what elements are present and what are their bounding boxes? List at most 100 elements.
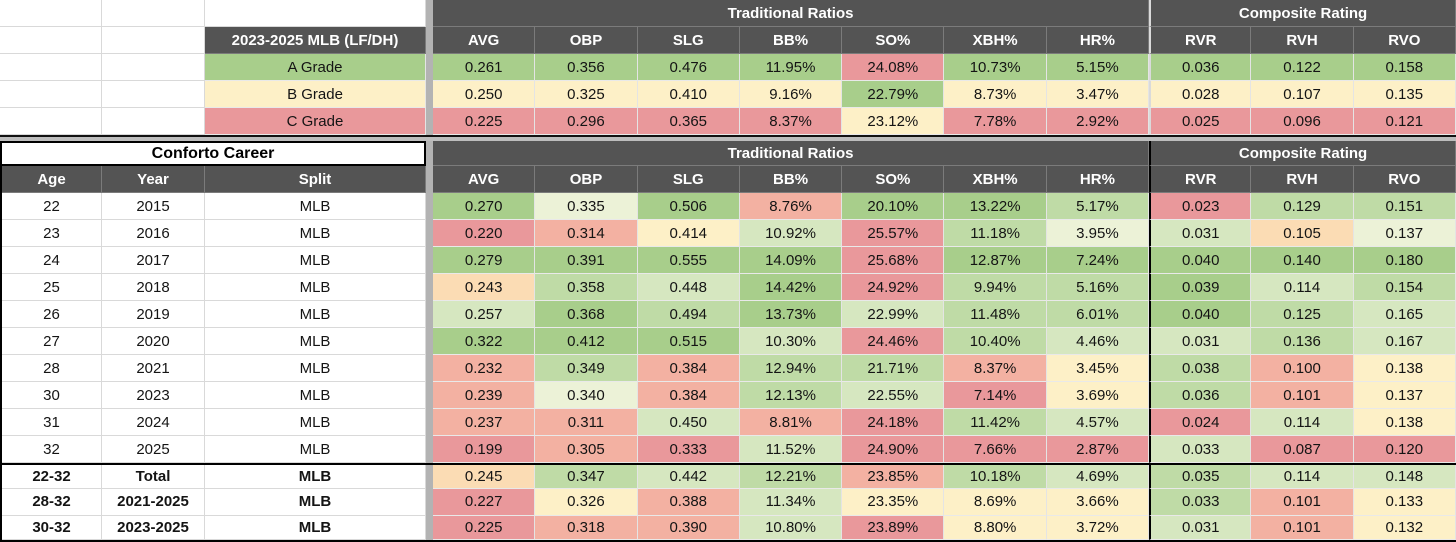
split-cell[interactable]: MLB [205, 274, 426, 301]
stat-cell[interactable]: 4.57% [1046, 409, 1150, 436]
stat-cell[interactable]: 0.356 [535, 54, 638, 81]
stat-column-header-sopct[interactable]: SO% [842, 166, 945, 193]
stat-cell[interactable]: 3.69% [1046, 382, 1150, 409]
stat-cell[interactable]: 0.120 [1353, 436, 1456, 463]
grade-label[interactable]: B Grade [205, 81, 426, 108]
stat-cell[interactable]: 25.57% [842, 220, 945, 247]
stat-cell[interactable]: 23.12% [842, 108, 945, 135]
split-cell[interactable]: MLB [205, 489, 426, 516]
stat-cell[interactable]: 23.85% [842, 465, 945, 490]
stat-cell[interactable]: 14.42% [739, 274, 843, 301]
year-cell[interactable]: 2021 [102, 355, 205, 382]
stat-cell[interactable]: 24.46% [842, 328, 945, 355]
stat-cell[interactable]: 0.384 [637, 382, 740, 409]
year-cell[interactable]: 2024 [102, 409, 205, 436]
year-cell[interactable]: 2025 [102, 436, 205, 463]
stat-cell[interactable]: 10.40% [944, 328, 1047, 355]
stat-cell[interactable]: 0.368 [535, 301, 638, 328]
empty-cell[interactable] [102, 54, 205, 81]
stat-column-header-slg[interactable]: SLG [637, 27, 740, 54]
stat-cell[interactable]: 0.040 [1149, 247, 1252, 274]
stat-cell[interactable]: 0.137 [1353, 382, 1456, 409]
stat-cell[interactable]: 11.34% [739, 489, 843, 516]
stat-cell[interactable]: 0.239 [433, 382, 536, 409]
stat-cell[interactable]: 0.100 [1251, 355, 1354, 382]
column-header-year[interactable]: Year [102, 166, 205, 193]
age-cell[interactable]: 22-32 [2, 465, 102, 490]
stat-cell[interactable]: 0.232 [433, 355, 536, 382]
stat-cell[interactable]: 0.227 [433, 489, 536, 516]
year-cell[interactable]: 2023 [102, 382, 205, 409]
stat-cell[interactable]: 0.040 [1149, 301, 1252, 328]
stat-cell[interactable]: 3.95% [1046, 220, 1150, 247]
stat-cell[interactable]: 0.137 [1353, 220, 1456, 247]
age-cell[interactable]: 22 [2, 193, 102, 220]
stat-cell[interactable]: 0.180 [1353, 247, 1456, 274]
column-header-split[interactable]: Split [205, 166, 426, 193]
empty-cell[interactable] [102, 27, 205, 54]
stat-cell[interactable]: 0.101 [1251, 515, 1354, 540]
stat-cell[interactable]: 22.99% [842, 301, 945, 328]
stat-cell[interactable]: 0.154 [1353, 274, 1456, 301]
stat-cell[interactable]: 0.024 [1149, 409, 1252, 436]
stat-cell[interactable]: 9.94% [944, 274, 1047, 301]
stat-cell[interactable]: 0.151 [1353, 193, 1456, 220]
stat-cell[interactable]: 0.025 [1149, 108, 1252, 135]
stat-cell[interactable]: 0.494 [637, 301, 740, 328]
stat-cell[interactable]: 0.135 [1353, 81, 1456, 108]
stat-cell[interactable]: 12.87% [944, 247, 1047, 274]
stat-cell[interactable]: 22.79% [842, 81, 945, 108]
stat-column-header-bbpct[interactable]: BB% [739, 166, 843, 193]
empty-cell[interactable] [0, 108, 102, 135]
stat-column-header-bbpct[interactable]: BB% [739, 27, 843, 54]
stat-cell[interactable]: 0.033 [1149, 436, 1252, 463]
split-cell[interactable]: MLB [205, 328, 426, 355]
stat-column-header-xbhpct[interactable]: XBH% [944, 27, 1047, 54]
stat-cell[interactable]: 0.023 [1149, 193, 1252, 220]
stat-cell[interactable]: 0.257 [433, 301, 536, 328]
empty-cell[interactable] [0, 54, 102, 81]
stat-cell[interactable]: 0.410 [637, 81, 740, 108]
stat-column-header-hrpct[interactable]: HR% [1046, 27, 1150, 54]
stat-cell[interactable]: 0.138 [1353, 355, 1456, 382]
age-cell[interactable]: 28-32 [2, 489, 102, 516]
stat-cell[interactable]: 0.365 [637, 108, 740, 135]
stat-cell[interactable]: 7.78% [944, 108, 1047, 135]
split-cell[interactable]: MLB [205, 436, 426, 463]
stat-cell[interactable]: 14.09% [739, 247, 843, 274]
empty-cell[interactable] [0, 81, 102, 108]
empty-cell[interactable] [102, 0, 205, 27]
stat-cell[interactable]: 0.031 [1149, 515, 1252, 540]
split-cell[interactable]: MLB [205, 382, 426, 409]
stat-cell[interactable]: 10.73% [944, 54, 1047, 81]
stat-cell[interactable]: 0.279 [433, 247, 536, 274]
stat-group-header-composite[interactable]: Composite Rating [1149, 141, 1456, 166]
stat-group-header-traditional[interactable]: Traditional Ratios [433, 0, 1150, 27]
stat-cell[interactable]: 0.028 [1149, 81, 1252, 108]
stat-cell[interactable]: 21.71% [842, 355, 945, 382]
stat-cell[interactable]: 12.21% [739, 465, 843, 490]
year-cell[interactable]: 2019 [102, 301, 205, 328]
age-cell[interactable]: 28 [2, 355, 102, 382]
stat-cell[interactable]: 8.73% [944, 81, 1047, 108]
stat-cell[interactable]: 0.121 [1353, 108, 1456, 135]
stat-cell[interactable]: 10.18% [944, 465, 1047, 490]
stat-cell[interactable]: 0.442 [637, 465, 740, 490]
empty-cell[interactable] [102, 108, 205, 135]
stat-cell[interactable]: 0.158 [1353, 54, 1456, 81]
split-cell[interactable]: MLB [205, 220, 426, 247]
stat-cell[interactable]: 10.80% [739, 515, 843, 540]
stat-column-header-rvr[interactable]: RVR [1149, 166, 1252, 193]
stat-cell[interactable]: 0.412 [535, 328, 638, 355]
stat-cell[interactable]: 5.17% [1046, 193, 1150, 220]
age-cell[interactable]: 26 [2, 301, 102, 328]
stat-cell[interactable]: 0.133 [1353, 489, 1456, 516]
year-cell[interactable]: 2021-2025 [102, 489, 205, 516]
stat-cell[interactable]: 8.80% [944, 515, 1047, 540]
stat-cell[interactable]: 0.129 [1251, 193, 1354, 220]
stat-cell[interactable]: 10.92% [739, 220, 843, 247]
stat-cell[interactable]: 0.105 [1251, 220, 1354, 247]
stat-cell[interactable]: 0.448 [637, 274, 740, 301]
stat-cell[interactable]: 4.69% [1046, 465, 1150, 490]
empty-cell[interactable] [102, 81, 205, 108]
